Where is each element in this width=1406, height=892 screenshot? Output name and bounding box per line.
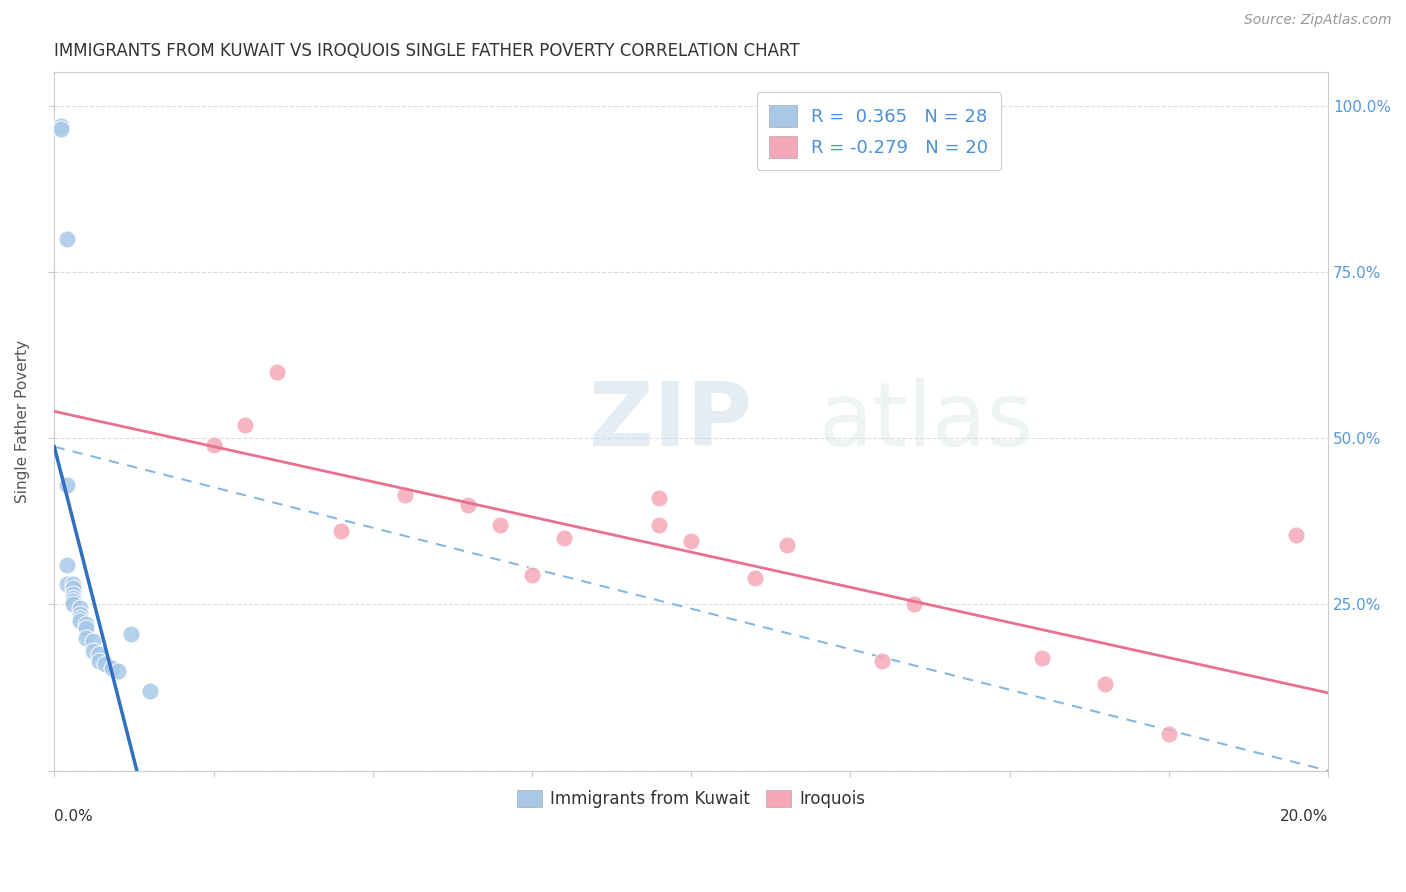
Text: 0.0%: 0.0%	[55, 809, 93, 824]
Point	[62, 591, 84, 605]
Point	[648, 491, 671, 505]
Point	[69, 611, 91, 625]
Point	[75, 617, 97, 632]
Point	[69, 600, 91, 615]
Point	[1157, 727, 1180, 741]
Text: 20.0%: 20.0%	[1279, 809, 1329, 824]
Legend: Immigrants from Kuwait, Iroquois: Immigrants from Kuwait, Iroquois	[510, 783, 873, 814]
Point	[394, 488, 416, 502]
Point	[872, 654, 894, 668]
Point	[520, 567, 543, 582]
Text: atlas: atlas	[818, 378, 1033, 465]
Point	[100, 660, 122, 674]
Point	[62, 598, 84, 612]
Point	[62, 577, 84, 591]
Point	[202, 438, 225, 452]
Point	[235, 417, 257, 432]
Point	[139, 684, 162, 698]
Y-axis label: Single Father Poverty: Single Father Poverty	[15, 340, 30, 503]
Point	[75, 631, 97, 645]
Point	[776, 538, 799, 552]
Point	[82, 634, 104, 648]
Point	[56, 477, 79, 491]
Text: IMMIGRANTS FROM KUWAIT VS IROQUOIS SINGLE FATHER POVERTY CORRELATION CHART: IMMIGRANTS FROM KUWAIT VS IROQUOIS SINGL…	[55, 42, 800, 60]
Point	[120, 627, 142, 641]
Point	[329, 524, 352, 539]
Point	[1031, 650, 1053, 665]
Point	[69, 614, 91, 628]
Point	[553, 531, 575, 545]
Text: Source: ZipAtlas.com: Source: ZipAtlas.com	[1244, 13, 1392, 28]
Point	[56, 558, 79, 572]
Point	[56, 232, 79, 246]
Point	[69, 607, 91, 622]
Point	[62, 594, 84, 608]
Point	[49, 119, 72, 133]
Point	[1094, 677, 1116, 691]
Point	[681, 534, 703, 549]
Point	[266, 365, 288, 379]
Point	[457, 498, 479, 512]
Point	[744, 571, 766, 585]
Point	[489, 517, 512, 532]
Point	[56, 577, 79, 591]
Text: ZIP: ZIP	[589, 378, 752, 465]
Point	[75, 621, 97, 635]
Point	[87, 648, 110, 662]
Point	[648, 517, 671, 532]
Point	[903, 598, 925, 612]
Point	[87, 654, 110, 668]
Point	[1285, 527, 1308, 541]
Point	[82, 644, 104, 658]
Point	[107, 664, 129, 678]
Point	[62, 587, 84, 601]
Point	[62, 581, 84, 595]
Point	[49, 122, 72, 136]
Point	[94, 657, 117, 672]
